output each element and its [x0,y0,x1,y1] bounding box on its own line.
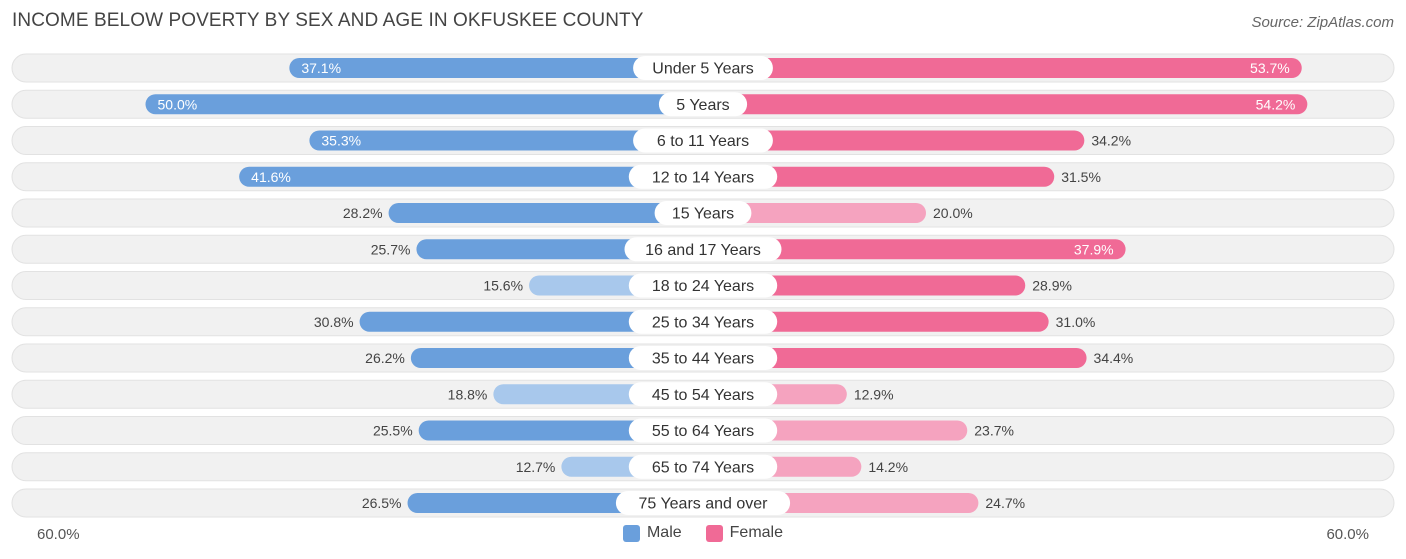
category-label: 45 to 54 Years [652,387,754,404]
chart-row: 25.5% 23.7% 55 to 64 Years [11,416,1395,445]
chart-row: 12.7% 14.2% 65 to 74 Years [11,452,1395,482]
category-label-bg [615,491,791,515]
category-label-bg [658,92,748,117]
value-label-male: 41.6% [251,169,291,185]
value-label-male: 50.0% [158,96,198,112]
category-label: 55 to 64 Years [652,423,754,440]
chart-row: 15.6% 28.9% 18 to 24 Years [11,271,1395,300]
bar-female[interactable] [703,311,1049,332]
source-label: Source: ZipAtlas.com [1251,14,1394,31]
value-label-female: 31.5% [1061,169,1101,185]
legend-swatch-male [622,524,640,542]
bar-male[interactable] [309,130,703,151]
value-label-female: 14.2% [868,459,908,475]
chart-row: 25.7% 37.9% 16 and 17 Years [11,234,1395,264]
legend-item-female[interactable]: Female [705,524,784,542]
legend-label-female: Female [729,524,784,541]
chart-row: 28.2% 20.0% 15 Years [11,198,1395,228]
value-label-female: 34.4% [1094,350,1134,366]
bar-female[interactable] [703,166,1055,187]
category-label-bg [628,454,778,479]
bar-male[interactable] [388,203,703,223]
value-label-female: 37.9% [1074,241,1114,257]
value-label-female: 24.7% [985,495,1025,511]
category-label-bg [628,418,778,443]
category-label-bg [633,56,773,80]
category-label: Under 5 Years [652,61,753,78]
category-label-bg [628,309,778,334]
value-label-female: 20.0% [933,205,973,221]
value-label-female: 53.7% [1250,60,1290,76]
category-label-bg [628,346,778,370]
chart-row: 30.8% 31.0% 25 to 34 Years [11,307,1395,337]
legend-item-male[interactable]: Male [622,524,682,542]
value-label-female: 12.9% [854,386,894,402]
category-label: 18 to 24 Years [652,278,754,295]
category-label: 75 Years and over [639,496,769,513]
chart-row: 50.0% 54.2% 5 Years [11,89,1395,119]
value-label-female: 31.0% [1056,314,1096,330]
value-label-female: 54.2% [1256,96,1296,112]
category-label: 16 and 17 Years [645,242,761,259]
value-label-male: 15.6% [483,278,523,294]
bar-female[interactable] [703,58,1302,78]
bar-female[interactable] [703,275,1026,296]
bar-female[interactable] [703,130,1085,151]
bar-female[interactable] [703,94,1308,115]
value-label-male: 12.7% [516,459,556,475]
axis-left-label: 60.0% [37,526,80,543]
chart-row: 37.1% 53.7% Under 5 Years [11,53,1395,83]
bar-male[interactable] [239,166,703,187]
category-label-bg [628,273,778,298]
legend: Male Female [0,524,1406,542]
bar-female[interactable] [703,203,926,223]
category-label-bg [654,201,752,225]
bar-male[interactable] [359,311,703,332]
bar-female[interactable] [703,348,1087,368]
value-label-male: 30.8% [314,314,354,330]
value-label-female: 28.9% [1032,278,1072,294]
chart-row: 26.5% 24.7% 75 Years and over [11,488,1395,518]
value-label-female: 23.7% [974,423,1014,439]
category-label: 6 to 11 Years [657,133,749,150]
value-label-female: 34.2% [1091,133,1131,149]
category-label-bg [628,382,778,407]
value-label-male: 25.7% [371,241,411,257]
category-label: 25 to 34 Years [652,314,754,331]
value-label-male: 18.8% [448,386,488,402]
value-label-male: 37.1% [301,60,341,76]
chart-row: 18.8% 12.9% 45 to 54 Years [11,379,1395,409]
value-label-male: 28.2% [343,205,383,221]
chart-title: INCOME BELOW POVERTY BY SEX AND AGE IN O… [12,10,644,31]
legend-swatch-female [705,524,723,542]
axis-right-label: 60.0% [1326,526,1369,543]
chart-row: 35.3% 34.2% 6 to 11 Years [11,126,1395,155]
category-label: 35 to 44 Years [652,351,754,368]
bar-female[interactable] [703,239,1126,260]
bar-male[interactable] [289,58,703,78]
value-label-male: 25.5% [373,423,413,439]
bar-male[interactable] [145,94,704,115]
legend-label-male: Male [646,524,682,541]
category-label-bg [633,128,773,153]
value-label-male: 35.3% [321,133,361,149]
category-label: 12 to 14 Years [652,169,754,186]
value-label-male: 26.5% [362,495,402,511]
chart-row: 26.2% 34.4% 35 to 44 Years [11,343,1395,373]
value-label-male: 26.2% [365,350,405,366]
category-label: 15 Years [672,206,734,223]
category-label: 65 to 74 Years [652,459,754,476]
chart-row: 41.6% 31.5% 12 to 14 Years [11,162,1395,192]
category-label-bg [628,164,778,189]
category-label: 5 Years [676,97,729,114]
category-label-bg [624,237,782,262]
